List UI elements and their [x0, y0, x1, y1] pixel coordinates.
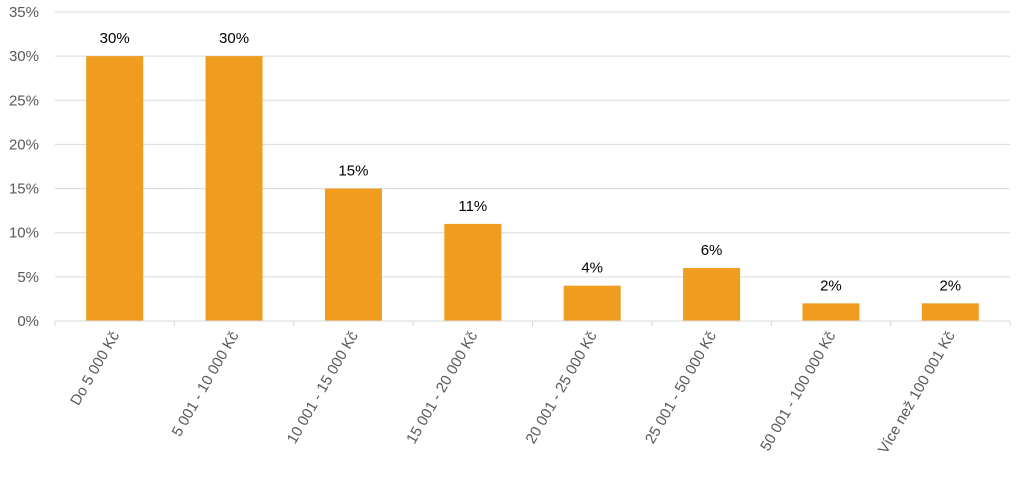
x-tick-label: Více než 100 001 Kč — [875, 328, 959, 457]
bar — [205, 56, 263, 322]
bars — [86, 56, 979, 322]
bar — [921, 303, 979, 321]
bar — [86, 56, 144, 322]
data-label: 6% — [701, 242, 723, 259]
data-label: 2% — [939, 277, 961, 294]
data-label: 15% — [338, 163, 368, 180]
gridlines — [55, 11, 1010, 278]
x-axis-tick-labels: Do 5 000 Kč 5 001 - 10 000 Kč 10 001 - 15 … — [67, 328, 959, 457]
y-tick-label: 10% — [9, 225, 39, 242]
y-tick-label: 0% — [17, 313, 39, 330]
x-tick-label: 25 001 - 50 000 Kč — [642, 328, 720, 447]
data-label: 4% — [581, 260, 603, 277]
x-tick-label: 10 001 - 15 000 Kč — [284, 328, 362, 447]
y-tick-label: 15% — [9, 181, 39, 198]
x-tick-label: 5 001 - 10 000 Kč — [169, 328, 243, 439]
bar — [563, 285, 621, 321]
bar — [324, 188, 382, 321]
bar — [802, 303, 860, 321]
y-tick-label: 35% — [9, 4, 39, 21]
y-tick-label: 30% — [9, 48, 39, 65]
y-tick-label: 5% — [17, 269, 39, 286]
x-tick-label: 20 001 - 25 000 Kč — [523, 328, 601, 447]
x-tick-label: 50 001 - 100 000 Kč — [757, 328, 840, 454]
bar — [444, 223, 502, 321]
y-tick-label: 25% — [9, 92, 39, 109]
data-label: 2% — [820, 277, 842, 294]
y-axis-tick-labels: 0% 5% 10% 15% 20% 25% 30% 35% — [9, 4, 39, 330]
data-labels: 30% 30% 15% 11% 4% 6% 2% 2% — [100, 30, 961, 294]
x-axis — [54, 320, 1011, 326]
data-label: 11% — [458, 198, 487, 215]
y-tick-label: 20% — [9, 136, 39, 153]
data-label: 30% — [219, 30, 249, 47]
bar — [683, 268, 741, 321]
data-label: 30% — [100, 30, 130, 47]
x-tick-label: 15 001 - 20 000 Kč — [403, 328, 481, 447]
x-tick-label: Do 5 000 Kč — [67, 328, 123, 408]
